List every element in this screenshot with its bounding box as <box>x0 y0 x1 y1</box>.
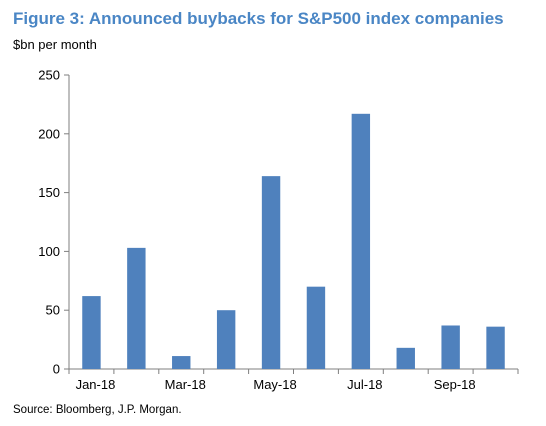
chart-title: Figure 3: Announced buybacks for S&P500 … <box>13 9 504 28</box>
y-tick-label: 100 <box>38 244 60 259</box>
x-tick-label: Jan-18 <box>76 377 116 392</box>
y-tick-label: 150 <box>38 185 60 200</box>
chart-subtitle: $bn per month <box>13 37 97 52</box>
bar <box>486 326 505 369</box>
bar <box>172 356 191 369</box>
x-tick-label: Mar-18 <box>165 377 206 392</box>
y-tick-label: 0 <box>53 362 60 377</box>
bar <box>261 176 281 369</box>
x-tick-label: Sep-18 <box>434 377 476 392</box>
bar <box>306 286 326 369</box>
bar <box>216 310 236 369</box>
bar <box>351 113 371 369</box>
bar <box>396 347 415 369</box>
y-tick-label: 50 <box>46 303 60 318</box>
x-tick-label: Jul-18 <box>347 377 382 392</box>
y-tick-label: 250 <box>38 68 60 83</box>
bar <box>82 296 101 369</box>
bar <box>441 325 460 369</box>
y-tick-label: 200 <box>38 126 60 141</box>
x-tick-label: May-18 <box>253 377 296 392</box>
source-note: Source: Bloomberg, J.P. Morgan. <box>13 404 182 416</box>
bar <box>127 247 146 369</box>
